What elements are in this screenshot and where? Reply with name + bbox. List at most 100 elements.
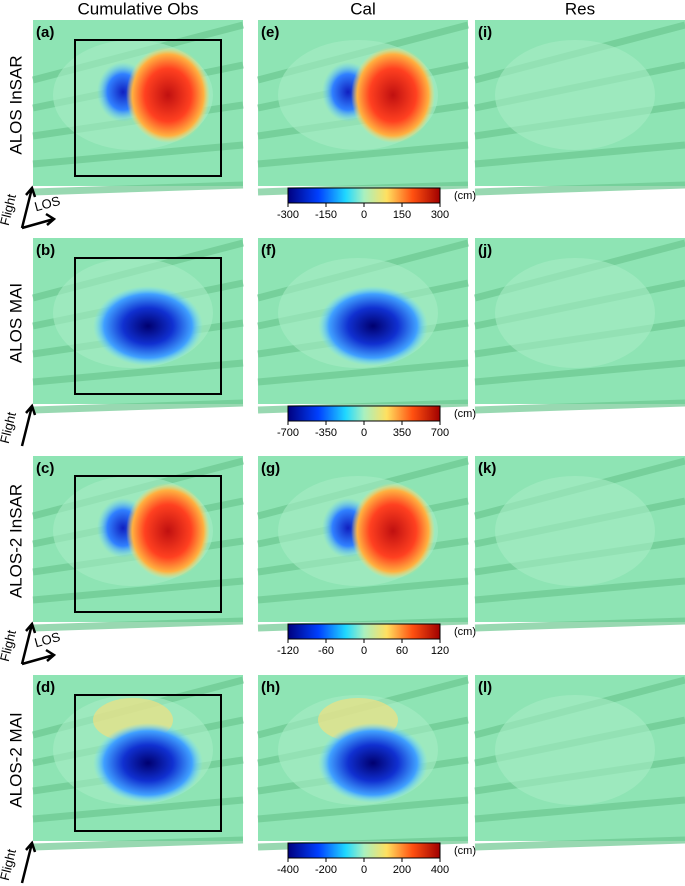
study-box	[74, 39, 222, 177]
blob-negative	[93, 286, 203, 366]
flight-arrow	[20, 403, 37, 447]
terrain-stripe	[32, 399, 244, 414]
deformation-outline	[495, 476, 655, 586]
colorbar-tick-label: -700	[277, 427, 299, 439]
arrow-label: Flight	[0, 192, 19, 227]
colorbar-tick-label: 350	[393, 427, 411, 439]
terrain-stripe	[257, 359, 469, 386]
colorbar-unit: (cm)	[454, 626, 476, 638]
colorbar-tick-label: 0	[361, 864, 367, 876]
map-panel	[32, 456, 244, 632]
terrain-stripe	[474, 617, 685, 632]
terrain-stripe	[474, 399, 685, 414]
terrain-stripe	[474, 141, 685, 168]
row-label: ALOS MAI	[6, 283, 25, 363]
arrow-label: Flight	[0, 628, 19, 663]
flight-arrow	[20, 185, 37, 229]
terrain-stripe	[32, 141, 244, 168]
panel-label: (c)	[36, 460, 54, 477]
terrain-stripe	[257, 141, 469, 168]
colorbar	[287, 623, 441, 640]
terrain-stripe	[32, 617, 244, 632]
los-arrow	[21, 212, 57, 230]
colorbar-tick-label: 0	[361, 209, 367, 221]
colorbar-tick-label: -400	[277, 864, 299, 876]
terrain-stripe	[474, 181, 685, 196]
row-label: ALOS-2 MAI	[6, 712, 25, 807]
flight-arrow	[20, 840, 37, 884]
blob-positive	[126, 47, 210, 143]
colorbar-tick-label: 200	[393, 864, 411, 876]
panel-label: (b)	[36, 242, 55, 259]
panel-label: (i)	[478, 24, 492, 41]
column-header: Res	[565, 0, 595, 18]
colorbar-tick-label: 400	[431, 864, 449, 876]
panel-label: (l)	[478, 679, 492, 696]
colorbar-tick-label: -350	[315, 427, 337, 439]
map-panel	[32, 675, 244, 851]
map-panel	[257, 238, 469, 414]
blob-positive	[351, 483, 435, 579]
map-panel	[32, 20, 244, 196]
row-label: ALOS-2 InSAR	[6, 484, 25, 598]
map-panel	[32, 238, 244, 414]
map-panel	[474, 20, 685, 196]
panel-label: (a)	[36, 24, 54, 41]
colorbar-unit: (cm)	[454, 408, 476, 420]
terrain-stripe	[474, 796, 685, 823]
colorbar-tick-label: 150	[393, 209, 411, 221]
colorbar-tick-label: 60	[396, 645, 408, 657]
deformation-outline	[495, 258, 655, 368]
study-box	[74, 475, 222, 613]
colorbar	[287, 187, 441, 204]
column-header: Cal	[350, 0, 376, 18]
colorbar-tick-label: 700	[431, 427, 449, 439]
panel-label: (k)	[478, 460, 496, 477]
panel-label: (e)	[261, 24, 279, 41]
arrow-label: Flight	[0, 847, 19, 882]
blob-negative	[318, 286, 428, 366]
colorbar	[287, 842, 441, 859]
column-header: Cumulative Obs	[78, 0, 199, 18]
los-arrow	[21, 648, 57, 666]
map-panel	[474, 675, 685, 851]
deformation-outline	[495, 40, 655, 150]
panel-label: (d)	[36, 679, 55, 696]
terrain-stripe	[474, 359, 685, 386]
blob-positive	[126, 483, 210, 579]
terrain-stripe	[257, 577, 469, 604]
study-box	[74, 694, 222, 832]
terrain-stripe	[32, 836, 244, 851]
colorbar-unit: (cm)	[454, 190, 476, 202]
colorbar-tick-label: -150	[315, 209, 337, 221]
map-panel	[257, 456, 469, 632]
terrain-stripe	[474, 836, 685, 851]
blob-negative	[93, 723, 203, 803]
map-panel	[474, 238, 685, 414]
panel-label: (g)	[261, 460, 280, 477]
colorbar-unit: (cm)	[454, 845, 476, 857]
blob-negative	[318, 723, 428, 803]
terrain-stripe	[257, 796, 469, 823]
terrain-stripe	[32, 577, 244, 604]
colorbar-tick-label: 0	[361, 645, 367, 657]
panel-label: (f)	[261, 242, 276, 259]
map-panel	[257, 675, 469, 851]
blob-positive	[351, 47, 435, 143]
map-panel	[474, 456, 685, 632]
map-panel	[257, 20, 469, 196]
panel-label: (h)	[261, 679, 280, 696]
colorbar-tick-label: -300	[277, 209, 299, 221]
panel-label: (j)	[478, 242, 492, 259]
deformation-outline	[495, 695, 655, 805]
terrain-stripe	[32, 796, 244, 823]
colorbar-tick-label: 300	[431, 209, 449, 221]
terrain-stripe	[32, 181, 244, 196]
row-label: ALOS InSAR	[6, 55, 25, 154]
colorbar-tick-label: 0	[361, 427, 367, 439]
arrow-label: Flight	[0, 410, 19, 445]
terrain-stripe	[474, 577, 685, 604]
colorbar-tick-label: 120	[431, 645, 449, 657]
colorbar	[287, 405, 441, 422]
